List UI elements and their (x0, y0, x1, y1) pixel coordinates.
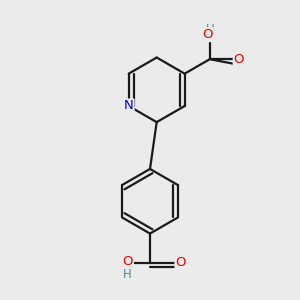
Text: H: H (123, 268, 132, 281)
Text: N: N (124, 100, 134, 112)
Text: O: O (202, 28, 213, 41)
Text: O: O (122, 255, 133, 268)
Text: O: O (234, 53, 244, 66)
Text: O: O (176, 256, 186, 269)
Text: H: H (206, 23, 214, 36)
